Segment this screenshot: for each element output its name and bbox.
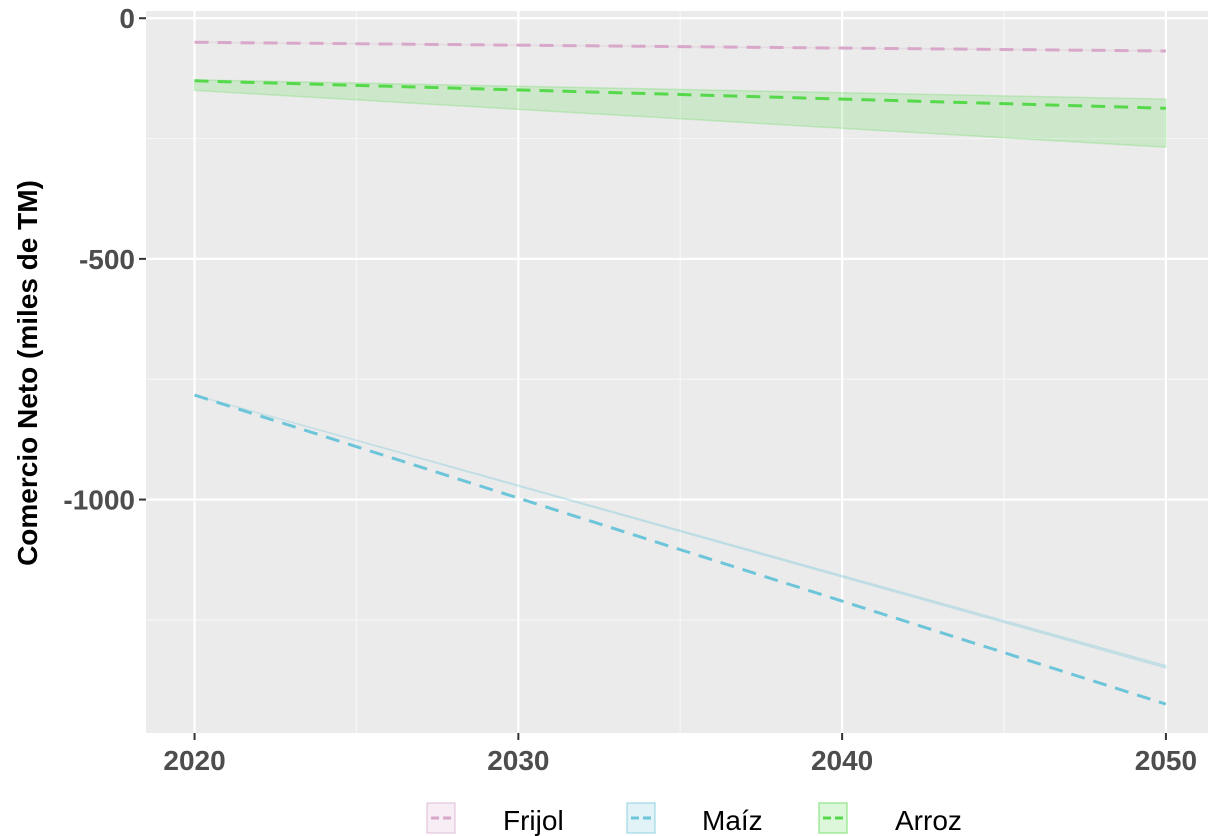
x-tick-label: 2040 [811, 745, 873, 776]
series-lines [194, 40, 1167, 706]
line-maiz [194, 393, 1167, 706]
legend-label-maiz: Maíz [702, 805, 763, 836]
band-maiz [194, 394, 1167, 670]
y-axis-title: Comercio Neto (miles de TM) [12, 180, 43, 566]
y-tick-label: -1000 [63, 485, 135, 516]
legend: Frijol Maíz Arroz [426, 802, 962, 836]
y-tick-label: -500 [79, 244, 135, 275]
x-axis-ticks: 2020 2030 2040 2050 [163, 733, 1197, 776]
band-arroz [193, 79, 1167, 149]
legend-label-frijol: Frijol [503, 805, 564, 836]
x-tick-label: 2050 [1135, 745, 1197, 776]
y-axis-ticks: 0 -500 -1000 [63, 3, 146, 516]
minor-gridlines [146, 11, 1208, 733]
x-tick-label: 2020 [163, 745, 225, 776]
line-frijol [194, 40, 1166, 53]
x-tick-label: 2030 [487, 745, 549, 776]
plot-panel [146, 11, 1208, 733]
line-arroz [194, 79, 1166, 110]
y-tick-label: 0 [119, 3, 135, 34]
legend-label-arroz: Arroz [895, 805, 962, 836]
major-gridlines [146, 11, 1208, 733]
